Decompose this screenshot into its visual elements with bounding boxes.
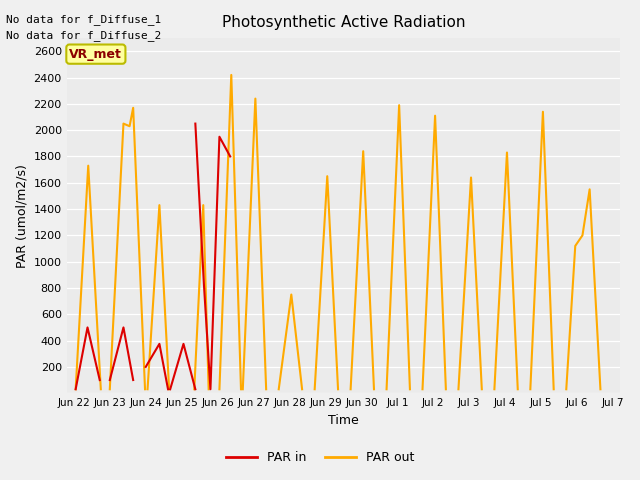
Y-axis label: PAR (umol/m2/s): PAR (umol/m2/s) (15, 164, 28, 267)
Title: Photosynthetic Active Radiation: Photosynthetic Active Radiation (221, 15, 465, 30)
Text: VR_met: VR_met (69, 48, 122, 60)
X-axis label: Time: Time (328, 414, 359, 427)
Text: No data for f_Diffuse_2: No data for f_Diffuse_2 (6, 30, 162, 41)
Legend: PAR in, PAR out: PAR in, PAR out (221, 446, 419, 469)
Text: No data for f_Diffuse_1: No data for f_Diffuse_1 (6, 13, 162, 24)
